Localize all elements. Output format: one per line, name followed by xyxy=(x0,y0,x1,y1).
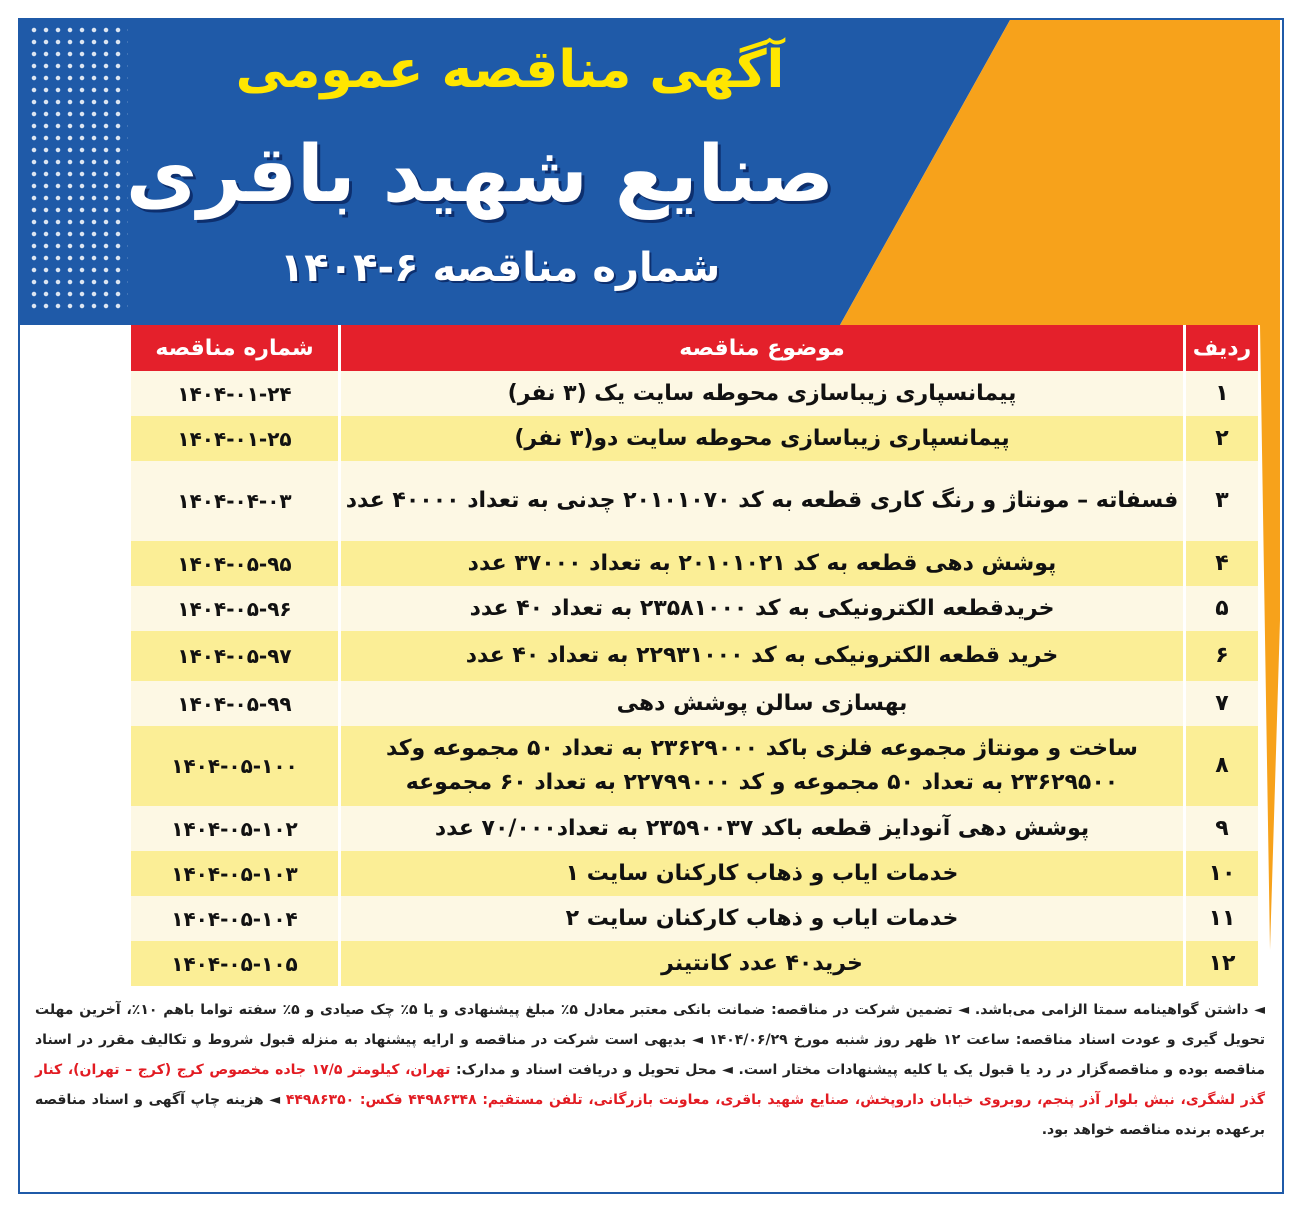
tender-code-cell: ۱۴۰۴-۰۵-۱۰۰ xyxy=(128,726,340,806)
tender-code-cell: ۱۴۰۴-۰۵-۱۰۴ xyxy=(128,896,340,941)
subject-cell: پوشش دهی آنودایز قطعه باکد ۲۳۵۹۰۰۳۷ به ت… xyxy=(338,806,1185,851)
table-header: ردیف موضوع مناقصه شماره مناقصه xyxy=(128,325,1258,371)
footer-cost-note: ◄ هزینه چاپ آگهی و اسناد مناقصه برعهده ب… xyxy=(35,1092,1265,1138)
row-number-cell: ۶ xyxy=(1183,631,1258,681)
row-number-cell: ۲ xyxy=(1183,416,1258,461)
table-row: ۵ خریدقطعه الکترونیکی به کد ۲۳۵۸۱۰۰۰ به ت… xyxy=(128,586,1258,631)
footer-conditions: ◄ داشتن گواهینامه سمتا الزامی می‌باشد. ◄… xyxy=(35,1002,1266,1078)
subject-cell: ساخت و مونتاژ مجموعه فلزی باکد ۲۳۶۲۹۰۰۰ … xyxy=(338,726,1185,806)
subject-cell: پیمانسپاری زیباسازی محوطه سایت دو(۳ نفر) xyxy=(338,416,1185,461)
table-row: ۶ خرید قطعه الکترونیکی به کد ۲۲۹۳۱۰۰۰ به … xyxy=(128,631,1258,681)
table-row: ۴ پوشش دهی قطعه به کد ۲۰۱۰۱۰۲۱ به تعداد ۳… xyxy=(128,541,1258,586)
tender-code-cell: ۱۴۰۴-۰۵-۹۷ xyxy=(128,631,340,681)
table-row: ۹ پوشش دهی آنودایز قطعه باکد ۲۳۵۹۰۰۳۷ به … xyxy=(128,806,1258,851)
footer-notes: ◄ داشتن گواهینامه سمتا الزامی می‌باشد. ◄… xyxy=(35,995,1265,1145)
table-row: ۱ پیمانسپاری زیباسازی محوطه سایت یک (۳ نف… xyxy=(128,371,1258,416)
row-number-cell: ۱۰ xyxy=(1183,851,1258,896)
tender-code-cell: ۱۴۰۴-۰۱-۲۵ xyxy=(128,416,340,461)
table-row: ۱۱ خدمات ایاب و ذهاب کارکنان سایت ۲ ۱۴۰۴-۰… xyxy=(128,896,1258,941)
subject-cell: پوشش دهی قطعه به کد ۲۰۱۰۱۰۲۱ به تعداد ۳۷… xyxy=(338,541,1185,586)
row-number-cell: ۸ xyxy=(1183,726,1258,806)
footer-address: تهران، کیلومتر ۱۷/۵ جاده مخصوص کرج (کرج … xyxy=(35,1062,1265,1108)
ad-pretitle: آگهی مناقصه عمومی xyxy=(235,40,785,100)
table-row: ۲ پیمانسپاری زیباسازی محوطه سایت دو(۳ نفر… xyxy=(128,416,1258,461)
table-row: ۷ بهسازی سالن پوشش دهی ۱۴۰۴-۰۵-۹۹ xyxy=(128,681,1258,726)
row-number-cell: ۱ xyxy=(1183,371,1258,416)
table-row: ۳ فسفاته – مونتاژ و رنگ کاری قطعه به کد ۲… xyxy=(128,461,1258,541)
subject-cell: خدمات ایاب و ذهاب کارکنان سایت ۱ xyxy=(338,851,1185,896)
tender-code-cell: ۱۴۰۴-۰۵-۱۰۲ xyxy=(128,806,340,851)
orange-band xyxy=(840,20,1280,950)
tender-code-cell: ۱۴۰۴-۰۵-۱۰۳ xyxy=(128,851,340,896)
subject-cell: خرید قطعه الکترونیکی به کد ۲۲۹۳۱۰۰۰ به ت… xyxy=(338,631,1185,681)
row-number-cell: ۱۱ xyxy=(1183,896,1258,941)
tender-code-cell: ۱۴۰۴-۰۴-۰۳ xyxy=(128,461,340,541)
dot-pattern xyxy=(28,24,128,314)
blue-panel xyxy=(20,20,1010,325)
header-tender-number: شماره مناقصه xyxy=(128,325,340,371)
header-subject: موضوع مناقصه xyxy=(338,325,1185,371)
table-row: ۱۲ خرید۴۰ عدد کانتینر ۱۴۰۴-۰۵-۱۰۵ xyxy=(128,941,1258,986)
row-number-cell: ۳ xyxy=(1183,461,1258,541)
row-number-cell: ۱۲ xyxy=(1183,941,1258,986)
row-number-cell: ۵ xyxy=(1183,586,1258,631)
subject-cell: خدمات ایاب و ذهاب کارکنان سایت ۲ xyxy=(338,896,1185,941)
table-row: ۱۰ خدمات ایاب و ذهاب کارکنان سایت ۱ ۱۴۰۴-۰… xyxy=(128,851,1258,896)
tender-table: ردیف موضوع مناقصه شماره مناقصه ۱ پیمانسپا… xyxy=(128,325,1258,986)
header-background xyxy=(20,20,1280,950)
table-row: ۸ ساخت و مونتاژ مجموعه فلزی باکد ۲۳۶۲۹۰۰۰… xyxy=(128,726,1258,806)
row-number-cell: ۹ xyxy=(1183,806,1258,851)
subject-cell: پیمانسپاری زیباسازی محوطه سایت یک (۳ نفر… xyxy=(338,371,1185,416)
subject-cell: فسفاته – مونتاژ و رنگ کاری قطعه به کد ۲۰… xyxy=(338,461,1185,541)
row-number-cell: ۴ xyxy=(1183,541,1258,586)
company-name: صنایع شهید باقری xyxy=(125,130,835,220)
tender-code-cell: ۱۴۰۴-۰۵-۹۵ xyxy=(128,541,340,586)
row-number-cell: ۷ xyxy=(1183,681,1258,726)
subject-cell: خرید۴۰ عدد کانتینر xyxy=(338,941,1185,986)
subject-cell: بهسازی سالن پوشش دهی xyxy=(338,681,1185,726)
tender-code-cell: ۱۴۰۴-۰۵-۹۹ xyxy=(128,681,340,726)
tender-number: شماره مناقصه ۶-۱۴۰۴ xyxy=(279,245,721,291)
subject-cell: خریدقطعه الکترونیکی به کد ۲۳۵۸۱۰۰۰ به تع… xyxy=(338,586,1185,631)
tender-code-cell: ۱۴۰۴-۰۵-۹۶ xyxy=(128,586,340,631)
header-row-number: ردیف xyxy=(1183,325,1258,371)
tender-code-cell: ۱۴۰۴-۰۵-۱۰۵ xyxy=(128,941,340,986)
tender-code-cell: ۱۴۰۴-۰۱-۲۴ xyxy=(128,371,340,416)
